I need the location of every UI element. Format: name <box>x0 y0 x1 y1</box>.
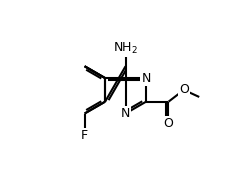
Text: F: F <box>81 129 88 142</box>
Text: O: O <box>164 117 173 130</box>
Text: N: N <box>141 72 151 85</box>
Text: N: N <box>121 107 130 120</box>
Text: NH$_2$: NH$_2$ <box>113 41 138 56</box>
Text: O: O <box>179 83 189 96</box>
